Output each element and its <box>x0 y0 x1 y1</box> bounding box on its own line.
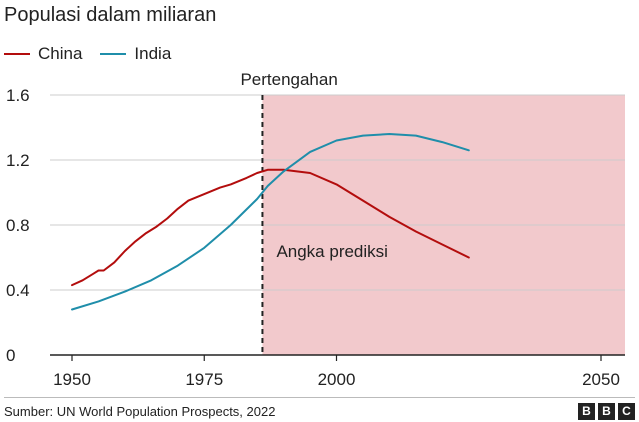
bbc-logo-letter: B <box>578 403 595 420</box>
series-lines <box>71 133 470 311</box>
legend-item-india: India <box>100 44 171 64</box>
chart-title: Populasi dalam miliaran <box>4 4 217 26</box>
series-line-india <box>71 133 470 311</box>
legend-swatch-india <box>100 53 127 55</box>
population-line-chart: 0 0.4 0.8 1.2 1.6 1950 1975 2000 2050 Pertengah… <box>6 70 625 389</box>
legend-label-china: China <box>38 44 83 63</box>
y-tick-label: 1.2 <box>6 151 30 170</box>
x-tick-label: 1975 <box>185 370 223 389</box>
x-axis-ticks: 1950 1975 2000 2050 <box>53 355 620 389</box>
series-line-china <box>71 168 470 287</box>
y-axis-ticks: 0 0.4 0.8 1.2 1.6 <box>6 86 30 365</box>
legend-item-china: China <box>4 44 82 64</box>
legend-label-india: India <box>134 44 172 63</box>
y-tick-label: 0 <box>6 346 15 365</box>
bbc-logo: B B C <box>575 403 635 420</box>
gridlines <box>50 94 625 356</box>
bbc-logo-letter: B <box>598 403 615 420</box>
source-note: Sumber: UN World Population Prospects, 2… <box>4 404 276 419</box>
x-tick-label: 2050 <box>582 370 620 389</box>
y-tick-label: 0.4 <box>6 281 30 300</box>
y-tick-label: 0.8 <box>6 216 30 235</box>
legend-swatch-china <box>4 53 30 55</box>
x-tick-label: 2000 <box>318 370 356 389</box>
midpoint-label: Pertengahan <box>240 70 337 89</box>
bbc-logo-letter: C <box>618 403 635 420</box>
y-tick-label: 1.6 <box>6 86 30 105</box>
x-tick-label: 1950 <box>53 370 91 389</box>
footer-divider <box>4 397 635 398</box>
chart-legend: China India <box>4 44 189 64</box>
forecast-label: Angka prediksi <box>276 242 388 261</box>
